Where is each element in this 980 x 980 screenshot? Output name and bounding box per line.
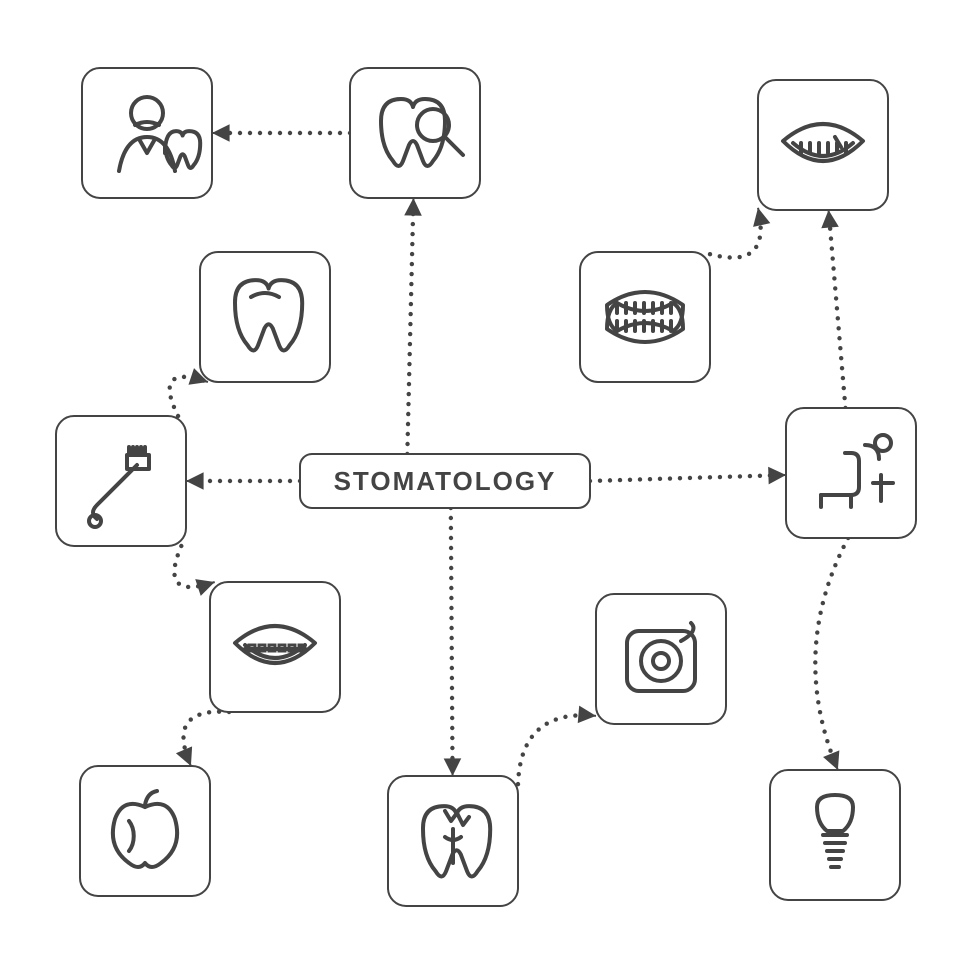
node-dentist	[82, 68, 212, 198]
node-braces	[210, 582, 340, 712]
node-decay	[388, 776, 518, 906]
node-checkup	[350, 68, 480, 198]
node-smile-broken	[758, 80, 888, 210]
title: STOMATOLOGY	[300, 454, 590, 508]
node-molar	[200, 252, 330, 382]
node-toothbrush	[56, 416, 186, 546]
node-denture	[580, 252, 710, 382]
title-label: STOMATOLOGY	[334, 466, 557, 496]
node-implant	[770, 770, 900, 900]
node-apple	[80, 766, 210, 896]
node-chair	[786, 408, 916, 538]
node-floss	[596, 594, 726, 724]
